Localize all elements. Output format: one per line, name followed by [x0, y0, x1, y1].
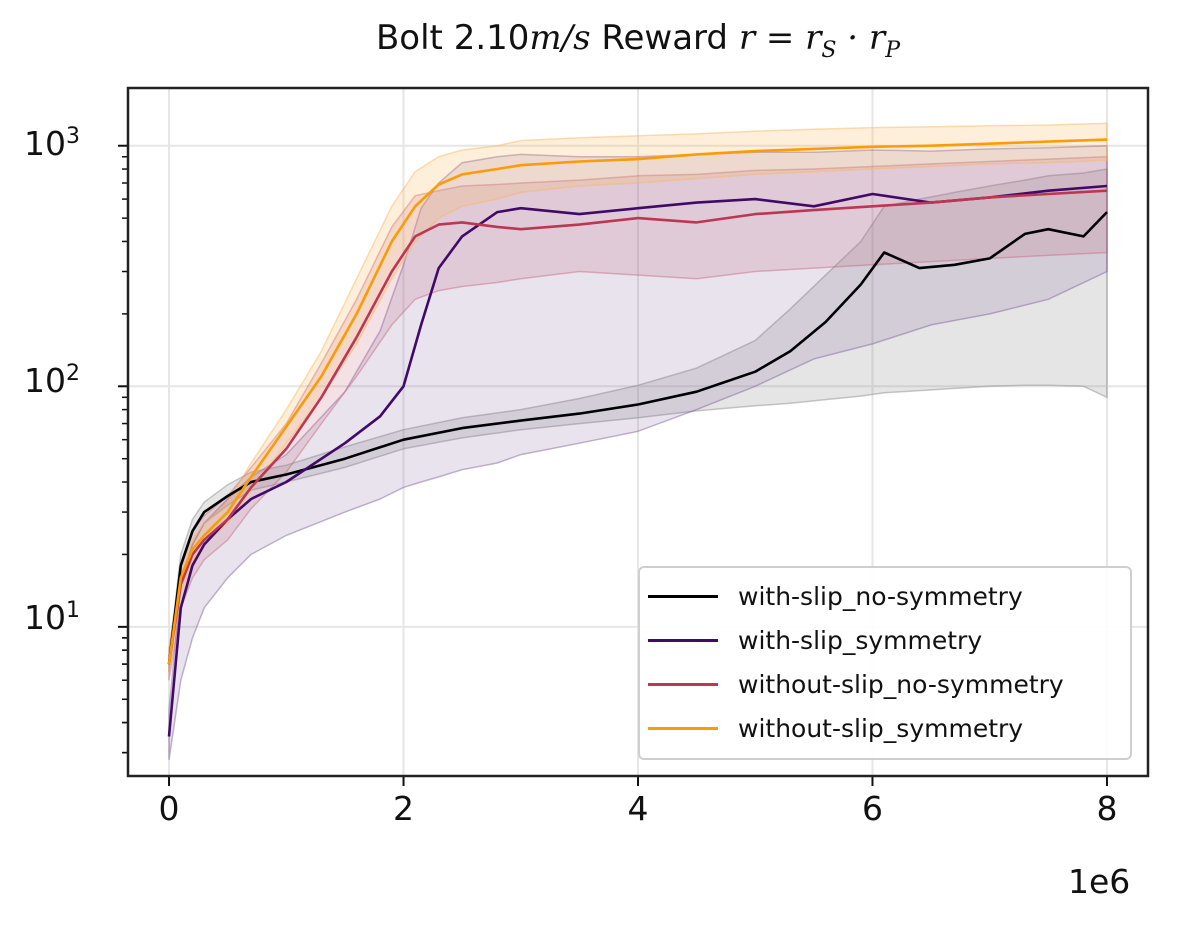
x-tick-label: 4 — [628, 789, 649, 828]
legend-label: with-slip_symmetry — [738, 625, 983, 655]
y-tick-label-10: 101 — [24, 598, 80, 637]
title-sub-p: P — [885, 37, 900, 63]
y-tick-base: 10 — [24, 598, 66, 637]
legend-item: with-slip_symmetry — [648, 620, 982, 660]
legend-item: without-slip_symmetry — [648, 708, 1023, 748]
y-tick-label-100: 102 — [24, 361, 80, 400]
x-tick-label: 2 — [393, 789, 414, 828]
legend-item: without-slip_no-symmetry — [648, 664, 1064, 704]
legend-item: with-slip_no-symmetry — [648, 576, 1023, 616]
chart-title: Bolt 2.10m/s Reward r = rS · rP — [0, 18, 1196, 63]
legend-swatch — [648, 682, 718, 686]
y-tick-base: 10 — [24, 361, 66, 400]
plot-frame — [126, 86, 1150, 778]
legend-swatch — [648, 594, 718, 598]
series-line — [167, 189, 1108, 665]
legend: with-slip_no-symmetry with-slip_symmetry… — [638, 566, 1132, 760]
title-dot: · r — [836, 18, 886, 58]
series-line — [167, 211, 1108, 665]
legend-swatch — [648, 638, 718, 642]
legend-label: with-slip_no-symmetry — [738, 581, 1023, 611]
x-axis-offset-label: 1e6 — [1068, 862, 1131, 901]
title-mid: Reward — [590, 18, 739, 58]
title-formula-a: r = r — [738, 18, 822, 58]
confidence-band — [168, 155, 1108, 681]
y-tick-exp: 3 — [66, 124, 80, 149]
title-prefix: Bolt 2.10 — [375, 18, 530, 58]
title-speed-unit: m/s — [529, 18, 591, 58]
x-tick-label: 6 — [862, 789, 883, 828]
x-tick-label: 0 — [159, 789, 180, 828]
legend-swatch — [648, 726, 718, 730]
y-tick-exp: 2 — [66, 361, 80, 386]
x-tick-label: 8 — [1096, 789, 1117, 828]
confidence-band — [168, 144, 1108, 760]
title-sub-s: S — [821, 37, 837, 63]
series-line — [167, 138, 1108, 665]
legend-label: without-slip_symmetry — [738, 713, 1024, 743]
confidence-band — [168, 168, 1108, 672]
y-tick-base: 10 — [24, 124, 66, 163]
y-tick-exp: 1 — [66, 598, 80, 623]
legend-label: without-slip_no-symmetry — [738, 669, 1064, 699]
y-tick-label-1000: 103 — [24, 124, 80, 163]
